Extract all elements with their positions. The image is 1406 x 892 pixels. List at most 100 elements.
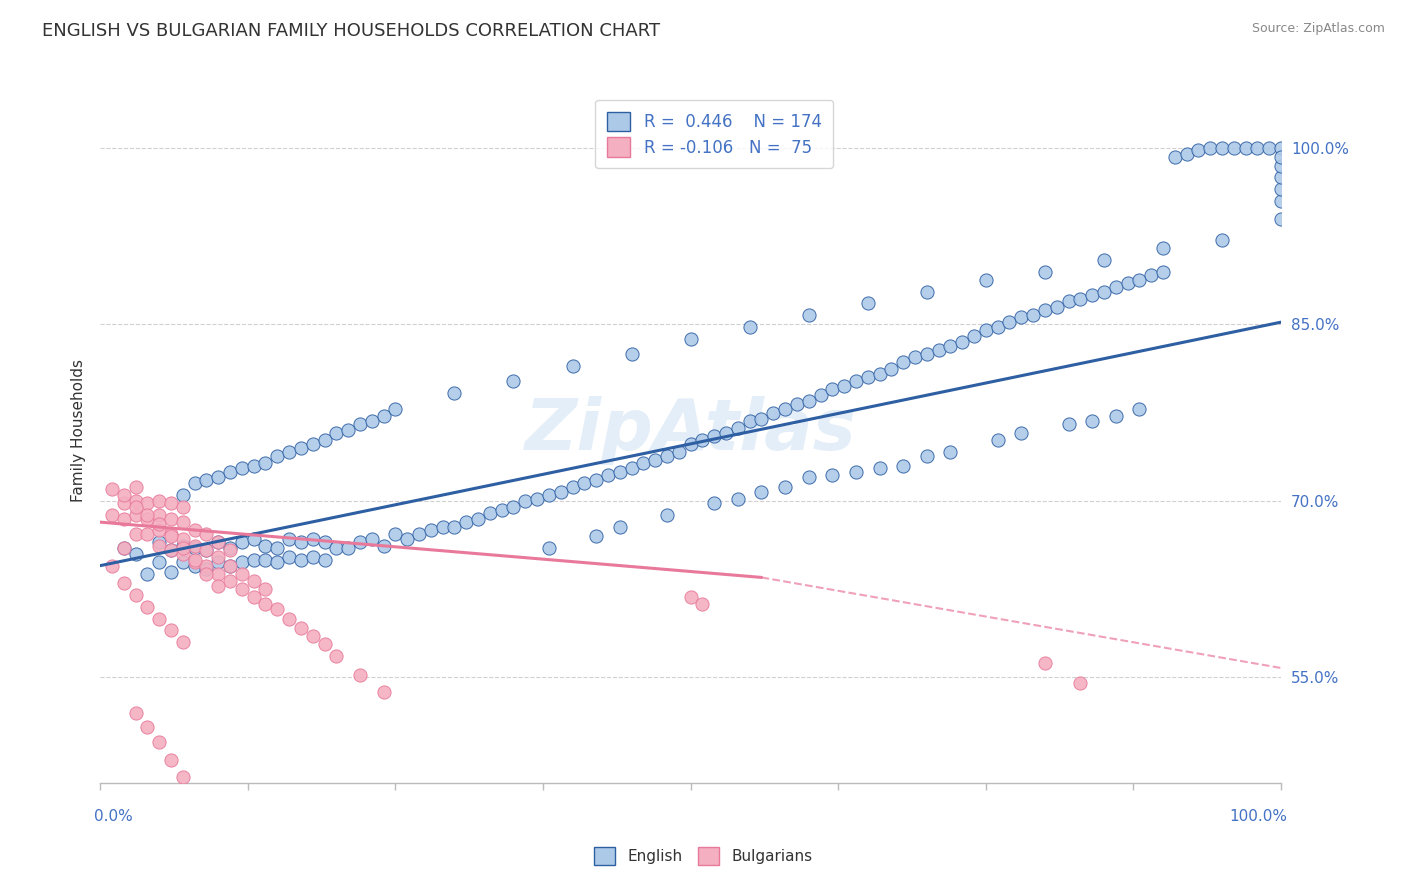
Point (1270, 211, 1292, 226)
Point (207, 535, 229, 549)
Y-axis label: Family Households: Family Households (72, 359, 86, 502)
Point (679, 591, 702, 605)
Point (1092, 252, 1115, 267)
Point (314, 553, 336, 567)
Point (290, 621, 312, 635)
Point (301, 550, 323, 565)
Point (112, 488, 135, 502)
Point (727, 491, 749, 506)
Point (160, 753, 183, 767)
Point (928, 343, 950, 358)
Point (195, 562, 218, 576)
Point (1069, 292, 1091, 306)
Point (655, 508, 678, 522)
Point (1270, 141, 1292, 155)
Point (915, 347, 938, 361)
Point (491, 503, 513, 517)
Point (112, 496, 135, 510)
Point (904, 351, 927, 365)
Point (915, 285, 938, 299)
Point (1128, 402, 1150, 417)
Point (172, 771, 194, 785)
Point (869, 461, 891, 475)
Point (963, 329, 986, 343)
Point (1105, 280, 1128, 294)
Point (290, 535, 312, 549)
Point (242, 574, 264, 588)
Point (231, 461, 253, 475)
Point (561, 480, 583, 494)
Point (207, 535, 229, 549)
Point (183, 541, 205, 555)
Point (160, 543, 183, 558)
Point (738, 319, 761, 334)
Point (278, 444, 301, 458)
Text: ZipAtlas: ZipAtlas (524, 396, 856, 465)
Point (160, 527, 183, 541)
Point (290, 441, 312, 455)
Point (1116, 277, 1139, 291)
Point (101, 558, 124, 573)
Point (160, 511, 183, 525)
Point (891, 355, 914, 369)
Point (939, 444, 962, 458)
Point (596, 468, 619, 483)
Point (172, 555, 194, 569)
Point (278, 532, 301, 546)
Point (797, 394, 820, 409)
Point (1057, 417, 1080, 432)
Point (160, 529, 183, 543)
Point (1081, 288, 1104, 302)
Point (266, 541, 288, 555)
Point (456, 515, 478, 529)
Text: Source: ZipAtlas.com: Source: ZipAtlas.com (1251, 22, 1385, 36)
Point (373, 409, 395, 424)
Point (207, 579, 229, 593)
Point (219, 465, 242, 479)
Point (172, 547, 194, 561)
Point (172, 488, 194, 502)
Point (314, 638, 336, 652)
Point (136, 527, 159, 541)
Point (1010, 310, 1032, 325)
Point (219, 558, 242, 573)
Point (891, 458, 914, 473)
Point (148, 535, 170, 549)
Point (337, 423, 360, 437)
Point (821, 468, 844, 483)
Point (679, 437, 702, 451)
Point (773, 480, 796, 494)
Point (1152, 264, 1174, 278)
Point (183, 524, 205, 538)
Point (266, 449, 288, 463)
Point (195, 473, 218, 487)
Point (266, 555, 288, 569)
Point (880, 362, 903, 376)
Point (136, 720, 159, 734)
Text: ENGLISH VS BULGARIAN FAMILY HOUSEHOLDS CORRELATION CHART: ENGLISH VS BULGARIAN FAMILY HOUSEHOLDS C… (42, 22, 661, 40)
Point (325, 541, 347, 555)
Point (242, 532, 264, 546)
Point (124, 494, 146, 508)
Point (160, 624, 183, 638)
Point (1152, 241, 1174, 255)
Point (101, 508, 124, 522)
Point (207, 470, 229, 484)
Point (773, 402, 796, 417)
Point (845, 465, 868, 479)
Point (172, 635, 194, 649)
Point (1223, 141, 1246, 155)
Legend: English, Bulgarians: English, Bulgarians (588, 841, 818, 871)
Point (136, 496, 159, 510)
Point (537, 488, 560, 502)
Point (148, 494, 170, 508)
Point (550, 484, 572, 499)
Point (987, 433, 1010, 447)
Point (384, 402, 406, 417)
Point (148, 611, 170, 625)
Point (1199, 141, 1222, 155)
Point (207, 555, 229, 569)
Point (254, 539, 277, 553)
Point (373, 539, 395, 553)
Point (1270, 170, 1292, 185)
